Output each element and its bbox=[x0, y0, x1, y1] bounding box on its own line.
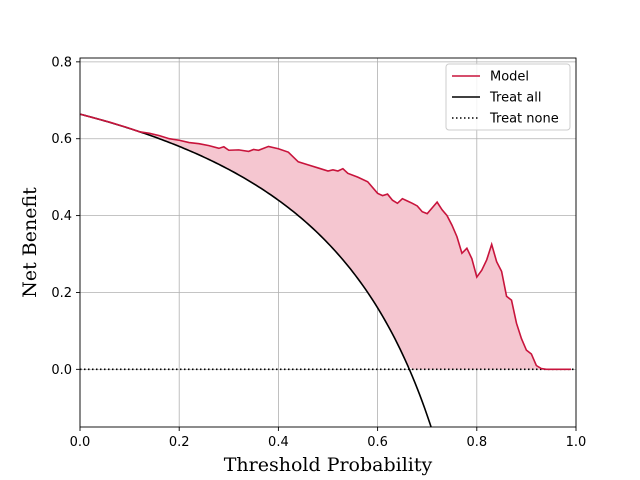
series-lines bbox=[79, 113, 576, 428]
x-tick-label-4: 0.8 bbox=[466, 435, 487, 450]
y-axis-ticks: 0.0 0.2 0.4 0.6 0.8 bbox=[51, 55, 80, 378]
y-tick-label-3: 0.6 bbox=[51, 132, 72, 147]
legend-label-treat-none: Treat none bbox=[489, 112, 559, 127]
x-tick-label-5: 1.0 bbox=[566, 435, 587, 450]
x-tick-label-0: 0.0 bbox=[70, 435, 91, 450]
x-tick-label-2: 0.4 bbox=[268, 435, 289, 450]
legend-label-model: Model bbox=[490, 70, 529, 85]
y-tick-label-4: 0.8 bbox=[51, 55, 72, 70]
legend: Model Treat all Treat none bbox=[445, 63, 571, 131]
y-tick-label-0: 0.0 bbox=[51, 363, 72, 378]
legend-box bbox=[445, 63, 571, 131]
x-axis-ticks: 0.0 0.2 0.4 0.6 0.8 1.0 bbox=[70, 427, 587, 450]
y-tick-label-1: 0.2 bbox=[51, 286, 72, 301]
x-axis-label: Threshold Probability bbox=[224, 454, 433, 476]
plot-frame bbox=[79, 57, 577, 428]
legend-label-treat-all: Treat all bbox=[489, 91, 541, 106]
x-tick-label-1: 0.2 bbox=[169, 435, 190, 450]
y-tick-label-2: 0.4 bbox=[51, 209, 72, 224]
y-axis-label: Net Benefit bbox=[19, 187, 41, 298]
x-tick-label-3: 0.6 bbox=[367, 435, 388, 450]
model-line bbox=[79, 113, 572, 371]
model-benefit-area bbox=[80, 114, 572, 370]
